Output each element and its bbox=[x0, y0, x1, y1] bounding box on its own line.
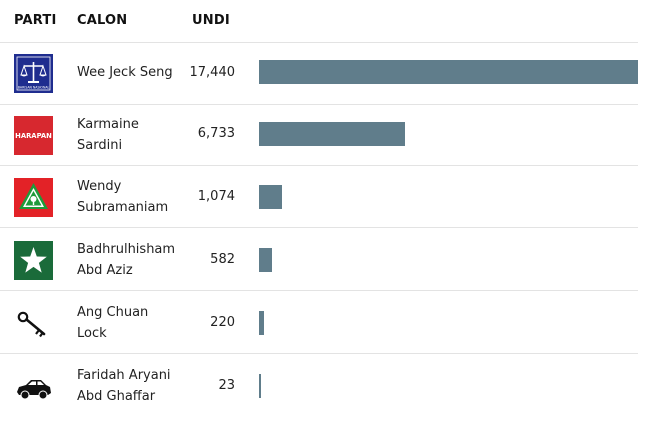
barisan-nasional-logo: BARISAN NASIONAL bbox=[14, 54, 53, 93]
candidate-name: Ang Chuan Lock bbox=[77, 305, 149, 341]
svg-text:BARISAN NASIONAL: BARISAN NASIONAL bbox=[18, 86, 50, 90]
key-icon bbox=[14, 304, 53, 343]
header-votes: UNDI bbox=[192, 13, 230, 28]
header-party: PARTI bbox=[14, 13, 57, 28]
svg-text:HARAPAN: HARAPAN bbox=[15, 132, 52, 140]
table-row: Ang Chuan Lock 220 bbox=[0, 291, 638, 354]
candidate-name: Karmaine Sardini bbox=[77, 117, 139, 153]
candidate-name: Wee Jeck Seng bbox=[77, 65, 173, 80]
vote-bar bbox=[259, 185, 282, 209]
vote-bar bbox=[259, 248, 272, 272]
pas-logo bbox=[14, 178, 53, 217]
table-row: HARAPAN Karmaine Sardini 6,733 bbox=[0, 103, 638, 166]
table-row: Badhrulhisham Abd Aziz 582 bbox=[0, 228, 638, 291]
vote-count: 582 bbox=[210, 252, 235, 267]
table-header: PARTI CALON UNDI bbox=[0, 0, 638, 43]
candidate-name: Badhrulhisham Abd Aziz bbox=[77, 242, 176, 278]
table-row: Wendy Subramaniam 1,074 bbox=[0, 165, 638, 228]
header-candidate: CALON bbox=[77, 13, 128, 28]
table-row: Faridah Aryani Abd Ghaffar 23 bbox=[0, 354, 638, 416]
star-logo bbox=[14, 241, 53, 280]
candidate-name: Faridah Aryani Abd Ghaffar bbox=[77, 368, 171, 404]
candidate-name: Wendy Subramaniam bbox=[77, 179, 169, 215]
vote-count: 1,074 bbox=[197, 189, 235, 204]
pakatan-harapan-logo: HARAPAN bbox=[14, 116, 53, 155]
table-row: BARISAN NASIONAL Wee Jeck Seng 17,440 bbox=[0, 42, 638, 105]
vote-bar bbox=[259, 374, 261, 398]
vote-count: 23 bbox=[218, 378, 235, 393]
vote-count: 6,733 bbox=[197, 126, 235, 141]
vote-count: 17,440 bbox=[189, 65, 236, 80]
vote-count: 220 bbox=[210, 315, 235, 330]
vote-bar bbox=[259, 122, 405, 146]
vote-bar bbox=[259, 311, 264, 335]
vote-bar bbox=[259, 60, 638, 84]
car-icon bbox=[14, 367, 53, 406]
